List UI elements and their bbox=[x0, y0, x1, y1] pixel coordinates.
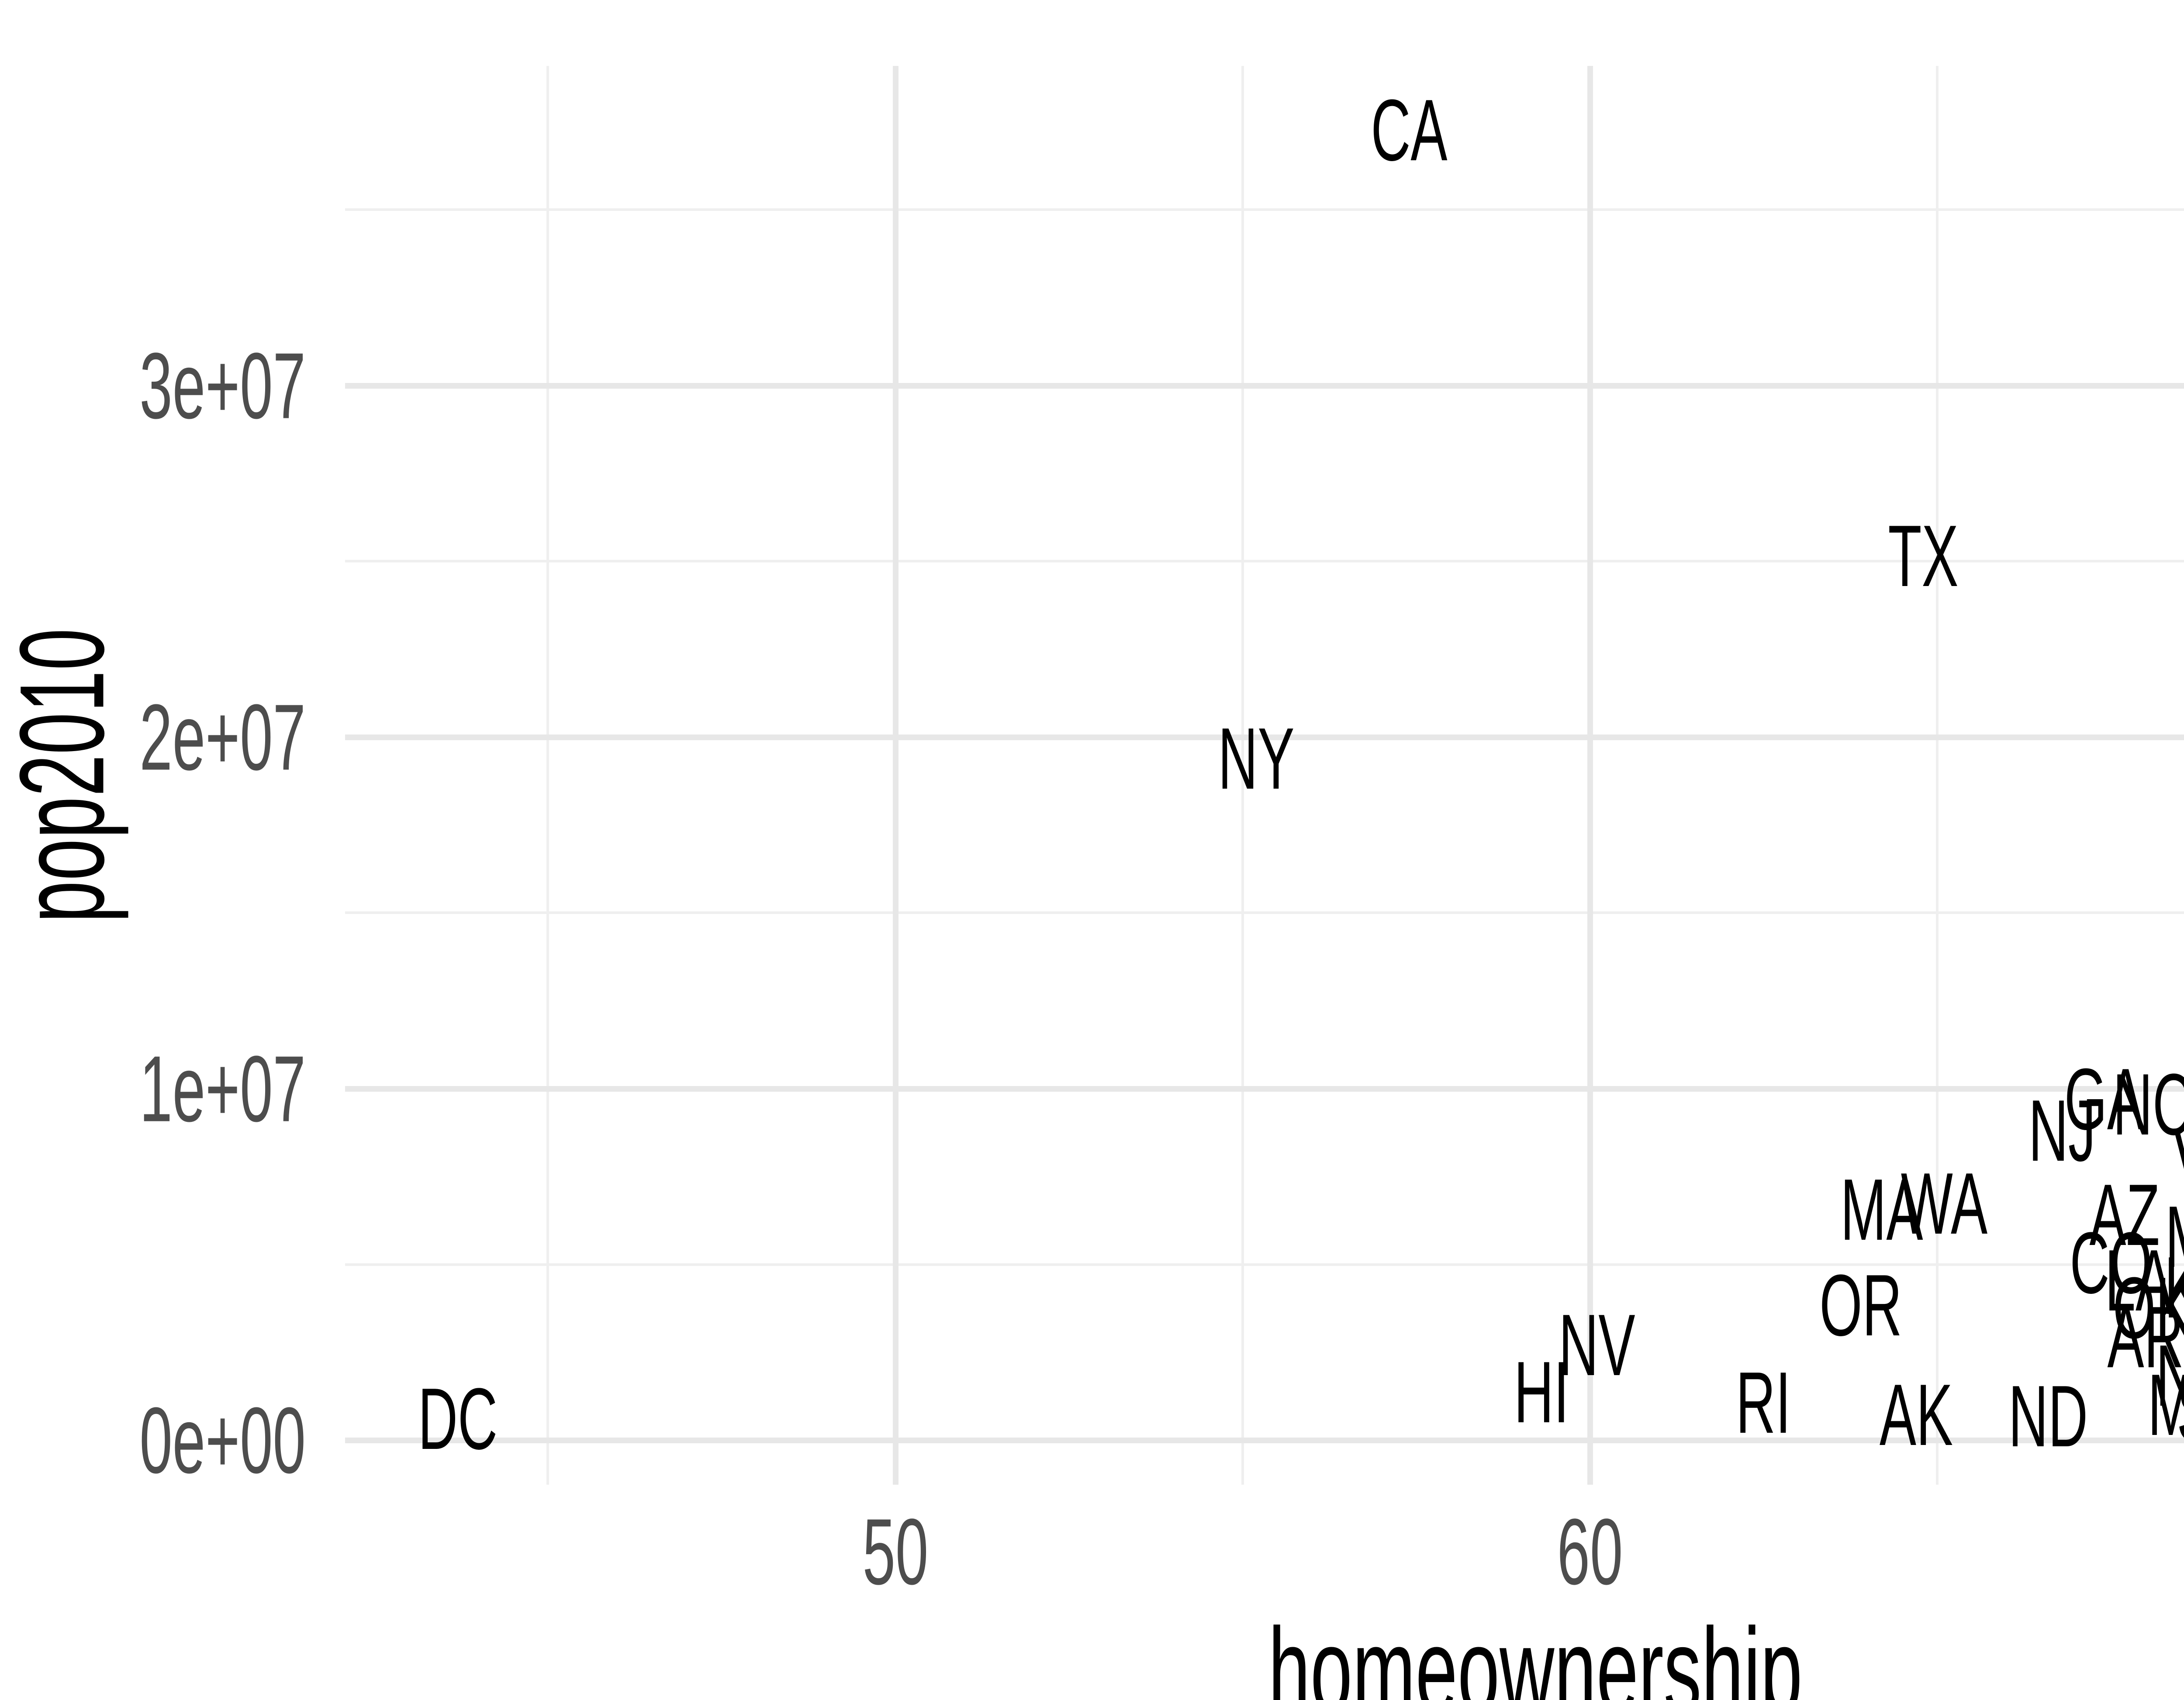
state-label-ar: AR bbox=[2107, 1289, 2184, 1386]
y-tick-label: 0e+00 bbox=[139, 1387, 306, 1493]
gridline-x-major bbox=[893, 66, 898, 1485]
state-label-ca: CA bbox=[1371, 82, 1448, 179]
state-label-md: MD bbox=[2165, 1193, 2184, 1281]
state-label-wa: WA bbox=[1901, 1155, 1988, 1252]
state-label-va: VA bbox=[2174, 1115, 2184, 1203]
gridline-y-minor bbox=[345, 208, 2184, 211]
state-label-ny: NY bbox=[1218, 710, 1295, 808]
y-tick-label: 3e+07 bbox=[139, 333, 306, 438]
x-axis-title: homeownership bbox=[1268, 1603, 1803, 1700]
state-label-az: AZ bbox=[2089, 1166, 2160, 1264]
gridline-y-minor bbox=[345, 911, 2184, 914]
gridline-y-minor bbox=[345, 1263, 2184, 1266]
state-label-ne: NE bbox=[2156, 1332, 2184, 1420]
gridline-y-major bbox=[345, 734, 2184, 740]
state-label-co: CO bbox=[2070, 1214, 2153, 1312]
state-label-ma: MA bbox=[1840, 1161, 1923, 1259]
state-label-ok: OK bbox=[2112, 1259, 2184, 1357]
gridline-x-minor bbox=[546, 66, 549, 1485]
y-tick-label: 2e+07 bbox=[139, 684, 306, 790]
state-label-nd: ND bbox=[2008, 1367, 2088, 1465]
state-label-ri: RI bbox=[1736, 1354, 1791, 1452]
gridline-x-major bbox=[1587, 66, 1593, 1485]
state-label-nv: NV bbox=[1559, 1296, 1635, 1394]
gridline-y-minor bbox=[345, 560, 2184, 562]
state-label-hi: HI bbox=[1514, 1343, 1569, 1441]
gridline-y-major bbox=[345, 1086, 2184, 1092]
gridline-y-major bbox=[345, 1438, 2184, 1443]
state-label-ga: GA bbox=[2064, 1051, 2144, 1148]
state-label-nj: NJ bbox=[2028, 1082, 2096, 1180]
y-tick-label: 1e+07 bbox=[139, 1036, 306, 1141]
state-label-ak: AK bbox=[1880, 1366, 1953, 1464]
y-axis-title: pop2010 bbox=[0, 628, 129, 923]
state-label-sd: SD bbox=[2177, 1368, 2184, 1455]
state-label-ky: KY bbox=[2164, 1244, 2184, 1331]
state-label-dc: DC bbox=[418, 1370, 498, 1468]
state-label-mt: MT bbox=[2148, 1362, 2184, 1449]
x-tick-label: 60 bbox=[1557, 1499, 1623, 1604]
gridline-x-minor bbox=[1936, 66, 1939, 1485]
x-tick-label: 50 bbox=[862, 1499, 928, 1604]
state-label-or: OR bbox=[1819, 1256, 1902, 1354]
state-label-la: LA bbox=[2105, 1232, 2173, 1330]
gridline-x-minor bbox=[1241, 66, 1244, 1485]
state-label-tx: TX bbox=[1888, 507, 1959, 605]
gridline-y-major bbox=[345, 383, 2184, 389]
state-label-nc: NC bbox=[2112, 1056, 2184, 1154]
